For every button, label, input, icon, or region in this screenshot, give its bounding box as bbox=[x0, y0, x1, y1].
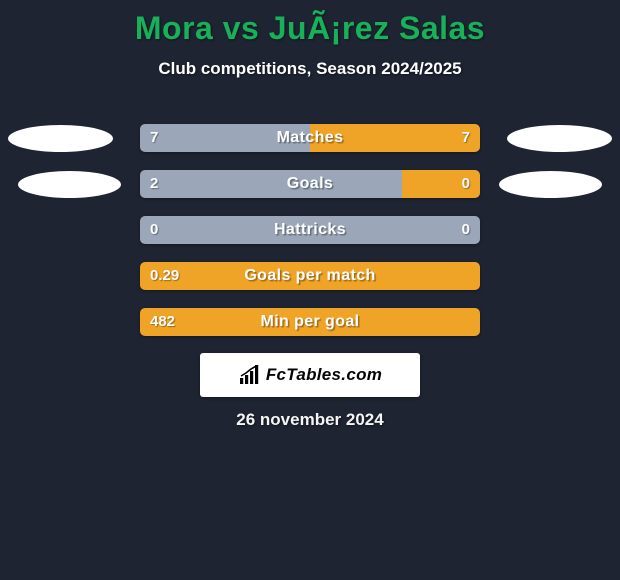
branding-badge: FcTables.com bbox=[200, 353, 420, 397]
stat-bar bbox=[140, 308, 480, 336]
page-subtitle: Club competitions, Season 2024/2025 bbox=[0, 59, 620, 79]
stat-value-left: 0 bbox=[150, 216, 158, 244]
stat-value-left: 2 bbox=[150, 170, 158, 198]
stat-row: 00Hattricks bbox=[0, 216, 620, 246]
stat-bar-left-seg bbox=[140, 170, 402, 198]
stat-row: 0.29Goals per match bbox=[0, 262, 620, 292]
branding-text: FcTables.com bbox=[266, 365, 382, 385]
stat-value-left: 0.29 bbox=[150, 262, 179, 290]
stat-bar bbox=[140, 170, 480, 198]
stat-row: 77Matches bbox=[0, 124, 620, 154]
stat-value-right: 0 bbox=[462, 216, 470, 244]
stat-bar-left-seg bbox=[140, 216, 480, 244]
stat-value-left: 7 bbox=[150, 124, 158, 152]
stat-bar-left-seg bbox=[140, 308, 480, 336]
stat-bar-left-seg bbox=[140, 262, 480, 290]
stat-value-right: 7 bbox=[462, 124, 470, 152]
comparison-panel: Mora vs JuÃ¡rez Salas Club competitions,… bbox=[0, 0, 620, 580]
branding-chart-icon bbox=[238, 365, 264, 385]
stat-bar bbox=[140, 124, 480, 152]
stat-bar-right-seg bbox=[310, 124, 480, 152]
page-title: Mora vs JuÃ¡rez Salas bbox=[0, 0, 620, 47]
player-right-oval bbox=[499, 171, 602, 198]
stat-bar bbox=[140, 216, 480, 244]
stat-value-right: 0 bbox=[462, 170, 470, 198]
player-right-oval bbox=[507, 125, 612, 152]
stat-bar bbox=[140, 262, 480, 290]
snapshot-date: 26 november 2024 bbox=[0, 410, 620, 430]
player-left-oval bbox=[8, 125, 113, 152]
stat-value-left: 482 bbox=[150, 308, 175, 336]
player-left-oval bbox=[18, 171, 121, 198]
stat-bar-left-seg bbox=[140, 124, 310, 152]
stat-row: 482Min per goal bbox=[0, 308, 620, 338]
stat-row: 20Goals bbox=[0, 170, 620, 200]
